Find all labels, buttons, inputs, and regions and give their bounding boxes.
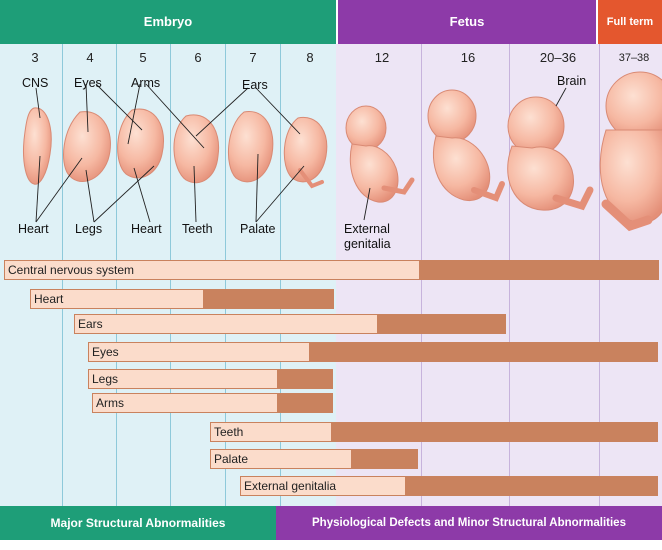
fetus-week-16 (427, 89, 505, 202)
fetus-header: Fetus (338, 0, 596, 44)
footer-major-structural: Major Structural Abnormalities (0, 506, 276, 540)
week-number: 5 (139, 50, 147, 65)
bar-major-segment (92, 393, 278, 413)
fetus-week-12 (345, 105, 415, 203)
bottom-strip (0, 540, 662, 550)
bar-major-segment (4, 260, 420, 280)
bar-major-segment (210, 422, 332, 442)
label-cns: CNS (22, 76, 49, 90)
bar-label: Palate (214, 452, 249, 466)
bar-ears: Ears (74, 314, 506, 334)
bar-arms: Arms (92, 393, 333, 413)
bar-minor-segment (420, 260, 659, 280)
bar-label: Ears (78, 317, 103, 331)
full-term-header: Full term (598, 0, 662, 44)
bar-major-segment (210, 449, 352, 469)
bar-minor-segment (278, 369, 333, 389)
bar-minor-segment (278, 393, 333, 413)
label-ears: Ears (242, 78, 268, 92)
label-arms: Arms (131, 76, 161, 90)
label-eyes: Eyes (74, 76, 102, 90)
bar-minor-segment (332, 422, 658, 442)
label-brain: Brain (557, 74, 587, 88)
embryo-week-6 (173, 114, 220, 184)
label-external-genitalia-line2: genitalia (344, 237, 391, 251)
bar-major-segment (30, 289, 204, 309)
bar-legs: Legs (88, 369, 333, 389)
bar-label: External genitalia (244, 479, 337, 493)
week-number: 20–36 (539, 50, 577, 65)
week-number: 6 (194, 50, 202, 65)
footer-minor-structural: Physiological Defects and Minor Structur… (276, 506, 662, 540)
embryo-week-3 (23, 107, 52, 185)
bar-central-nervous-system: Central nervous system (4, 260, 659, 280)
bar-label: Legs (92, 372, 119, 386)
bar-teeth: Teeth (210, 422, 658, 442)
development-illustration (23, 71, 662, 232)
bar-minor-segment (310, 342, 658, 362)
bar-label: Teeth (214, 425, 244, 439)
embryo-week-8 (283, 116, 328, 189)
bar-external-genitalia: External genitalia (240, 476, 658, 496)
label-external-genitalia-line1: External (344, 222, 390, 236)
label-palate: Palate (240, 222, 276, 236)
bar-major-segment (88, 369, 278, 389)
bar-palate: Palate (210, 449, 418, 469)
embryo-week-5 (117, 108, 164, 179)
label-legs: Legs (75, 222, 103, 236)
week-number: 16 (460, 50, 476, 65)
bar-heart: Heart (30, 289, 334, 309)
embryo-week-7 (227, 111, 274, 183)
label-heart-right: Heart (131, 222, 162, 236)
week-number: 12 (374, 50, 390, 65)
bar-label: Eyes (92, 345, 119, 359)
fetus-full-term (599, 71, 662, 232)
fetus-week-20-36 (507, 96, 594, 211)
embryo-week-4 (63, 111, 111, 183)
label-teeth: Teeth (182, 222, 213, 236)
bar-eyes: Eyes (88, 342, 658, 362)
bar-label: Central nervous system (8, 263, 135, 277)
week-number: 37–38 (618, 52, 650, 64)
week-number: 7 (249, 50, 257, 65)
bar-minor-segment (204, 289, 334, 309)
bar-major-segment (88, 342, 310, 362)
week-number: 8 (306, 50, 314, 65)
bar-minor-segment (378, 314, 506, 334)
bar-minor-segment (406, 476, 658, 496)
bar-major-segment (74, 314, 378, 334)
label-heart-left: Heart (18, 222, 49, 236)
bar-label: Heart (34, 292, 64, 306)
bar-label: Arms (96, 396, 124, 410)
pointer-lines (35, 83, 567, 223)
bar-major-segment (240, 476, 406, 496)
week-number: 4 (86, 50, 94, 65)
bar-minor-segment (352, 449, 418, 469)
week-number: 3 (31, 50, 39, 65)
embryo-header: Embryo (0, 0, 336, 44)
